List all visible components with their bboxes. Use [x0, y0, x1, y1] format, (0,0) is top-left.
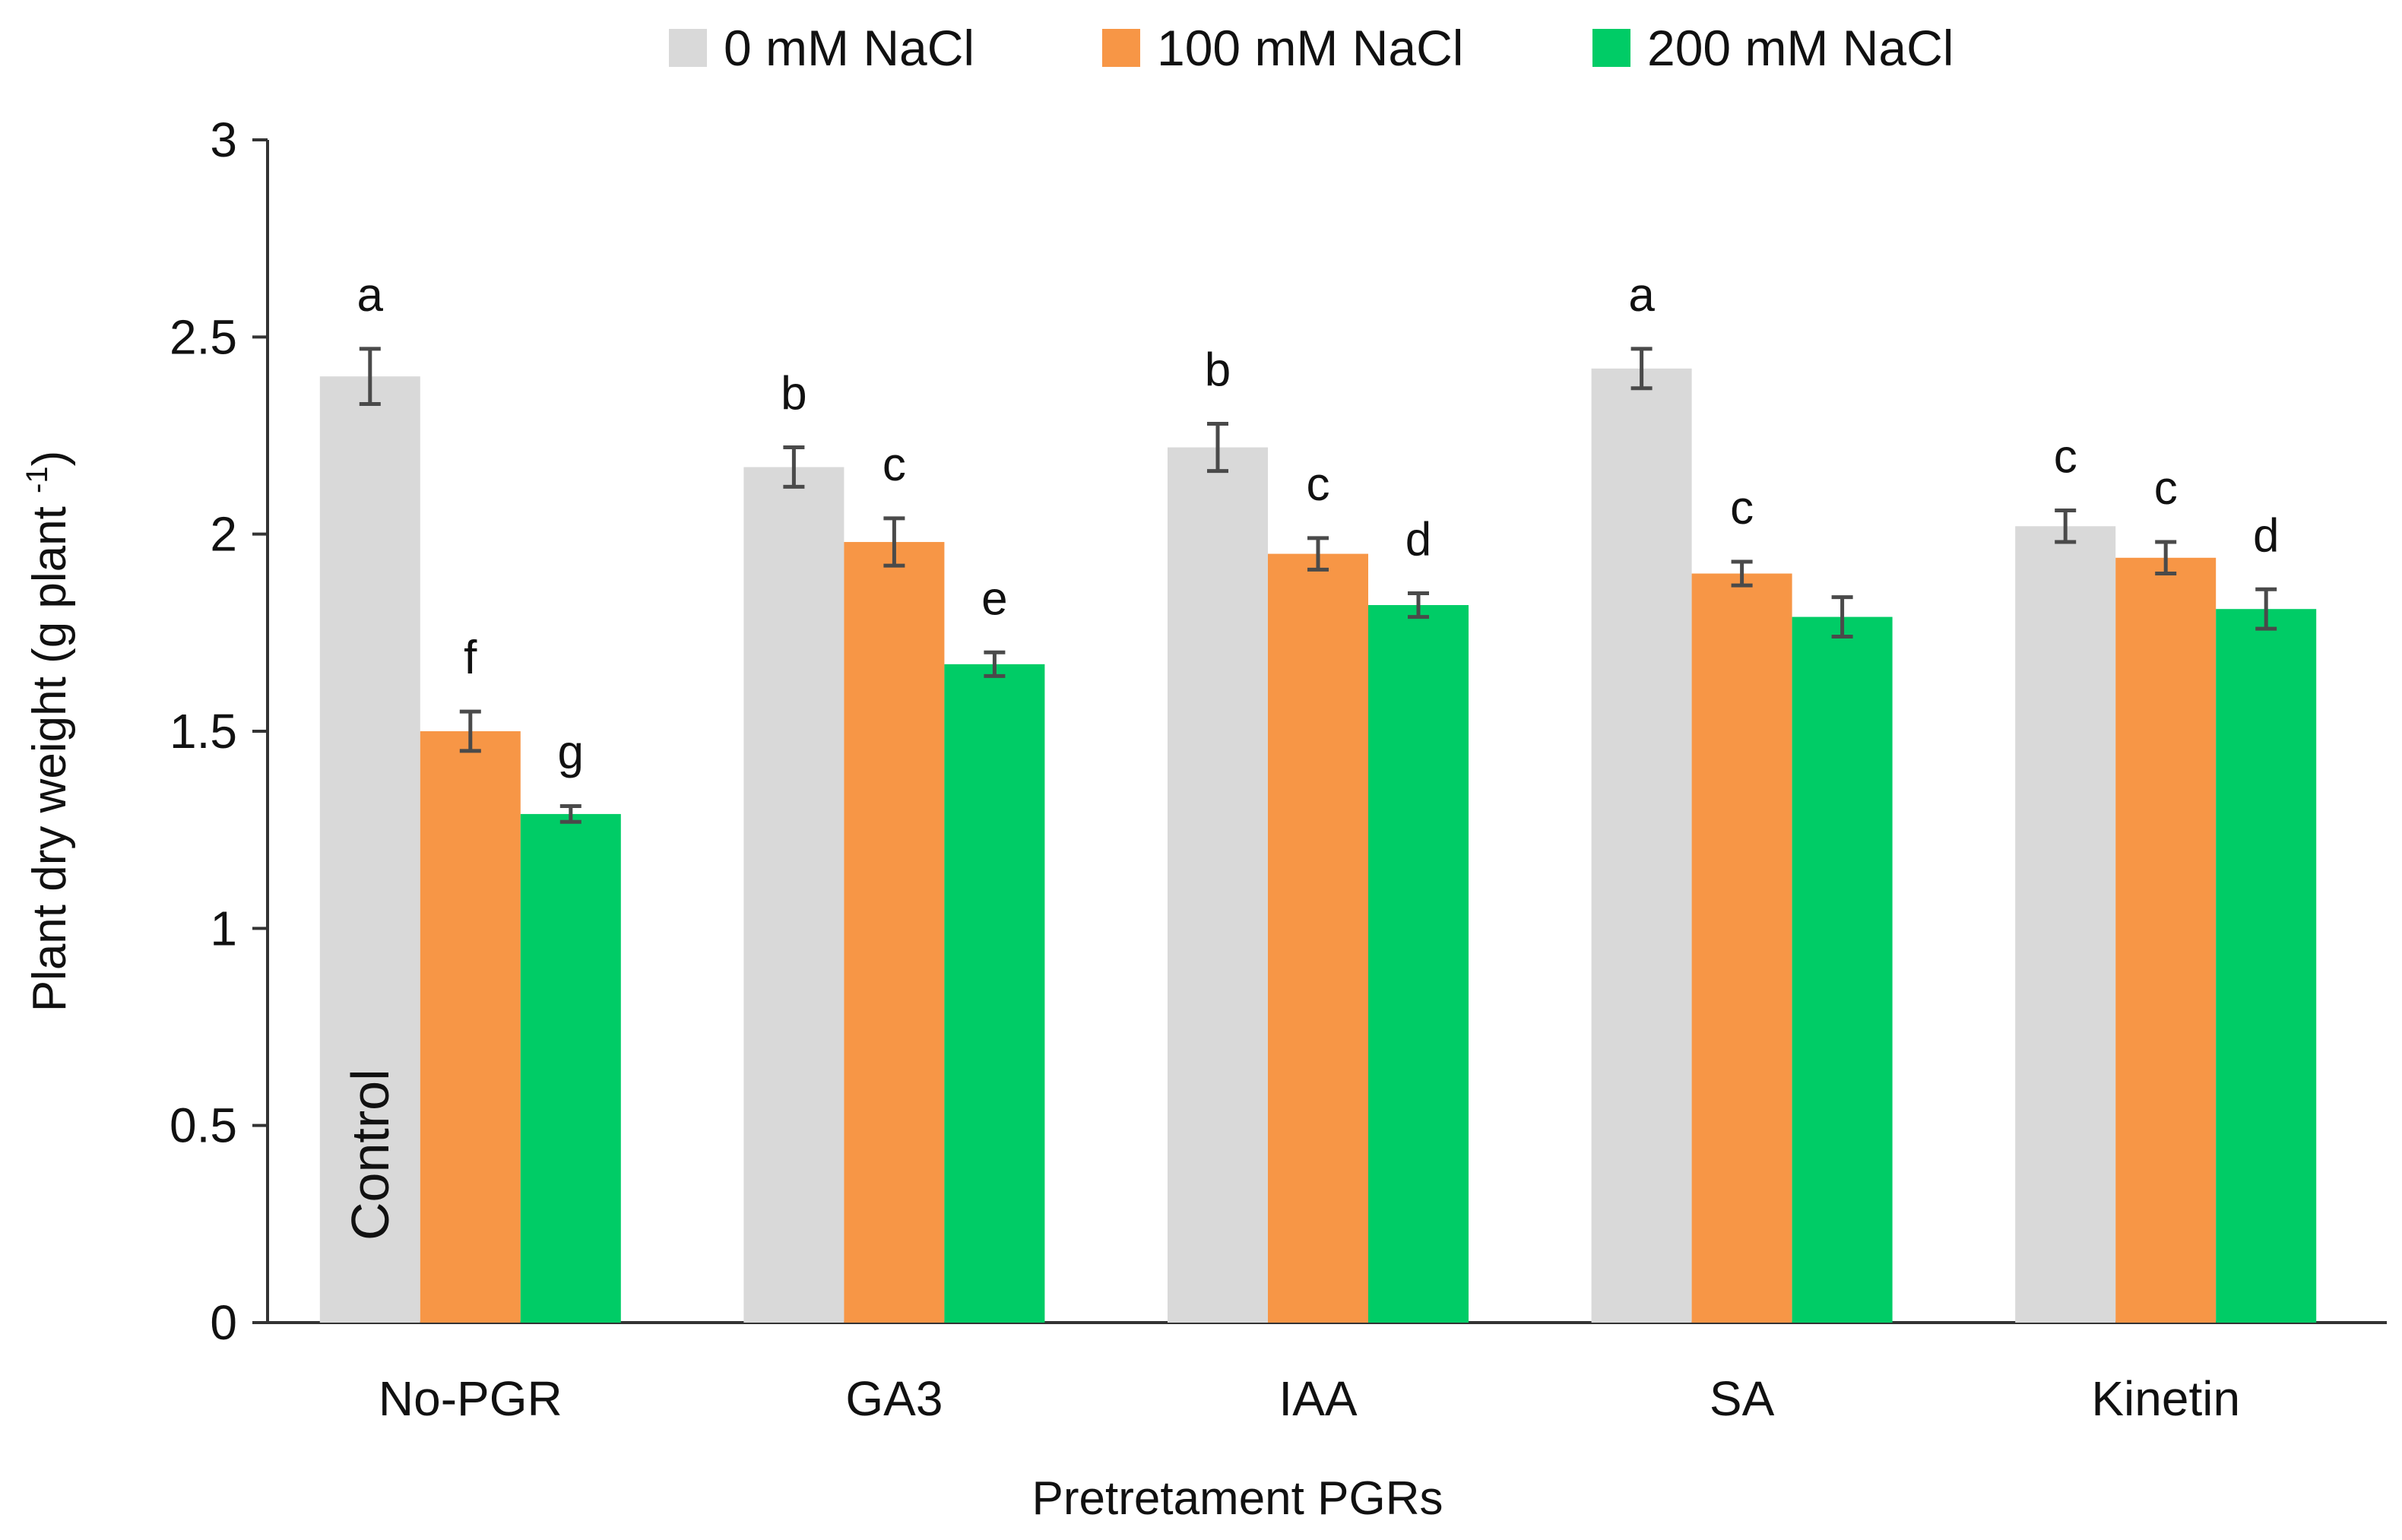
y-tick-label: 2.5: [170, 309, 237, 364]
bar: [2216, 609, 2317, 1323]
significance-letter: g: [558, 727, 584, 779]
significance-letter: c: [1730, 482, 1754, 534]
axes: 0 0.5 1 1.5 2 2.5 3 No-PGR GA3 IAA SA Kinetin Pretre…: [21, 112, 2387, 1525]
x-category-label: SA: [1710, 1371, 1775, 1426]
significance-letter: c: [2054, 431, 2077, 483]
legend-swatch: [669, 29, 707, 67]
bar: [1168, 447, 1268, 1323]
legend-swatch: [1102, 29, 1140, 67]
y-tick-label: 3: [210, 112, 237, 167]
significance-letter: f: [464, 632, 477, 684]
y-axis-title: Plant dry weight (g plant -1): [21, 451, 76, 1012]
bar: [319, 376, 420, 1323]
significance-letter: e: [981, 572, 1007, 625]
significance-letter: a: [357, 269, 384, 322]
bar: [1591, 368, 1692, 1323]
y-tick-label: 0.5: [170, 1098, 237, 1153]
bar: [2015, 526, 2116, 1323]
significance-letter: c: [1307, 458, 1330, 511]
bar: [944, 664, 1045, 1323]
bar: [1268, 553, 1368, 1323]
legend-swatch: [1592, 29, 1630, 67]
legend-label: 100 mM NaCl: [1157, 20, 1463, 76]
significance-letter: a: [1628, 269, 1655, 322]
control-annotation: Control: [341, 1069, 400, 1241]
y-tick-label: 1.5: [170, 704, 237, 759]
legend-label: 200 mM NaCl: [1647, 20, 1954, 76]
bar: [844, 542, 945, 1323]
x-category-label: GA3: [845, 1371, 943, 1426]
legend: 0 mM NaCl 100 mM NaCl 200 mM NaCl: [669, 20, 1954, 76]
x-category-label: IAA: [1279, 1371, 1357, 1426]
significance-letter: b: [1205, 344, 1231, 396]
x-axis-title: Pretretament PGRs: [1032, 1472, 1443, 1525]
significance-letter: c: [2154, 462, 2178, 515]
significance-letter: b: [781, 368, 806, 420]
bar: [1792, 616, 1893, 1323]
y-tick-label: 0: [210, 1295, 237, 1350]
bar: [520, 813, 621, 1323]
significance-letter: d: [2253, 509, 2279, 562]
y-tick-label: 1: [210, 901, 237, 955]
legend-label: 0 mM NaCl: [724, 20, 974, 76]
labels: a f g b c e b c d a c c c d Control: [341, 269, 2280, 1241]
x-category-label: Kinetin: [2091, 1371, 2240, 1426]
significance-letter: d: [1405, 513, 1431, 566]
bar: [743, 467, 845, 1323]
x-category-label: No-PGR: [379, 1371, 562, 1426]
significance-letter: c: [883, 439, 906, 491]
bars: [319, 347, 2317, 1323]
bar: [1368, 605, 1469, 1323]
bar: [1691, 573, 1792, 1323]
y-tick-label: 2: [210, 507, 237, 562]
bar: [2115, 557, 2217, 1323]
bar: [420, 731, 521, 1323]
